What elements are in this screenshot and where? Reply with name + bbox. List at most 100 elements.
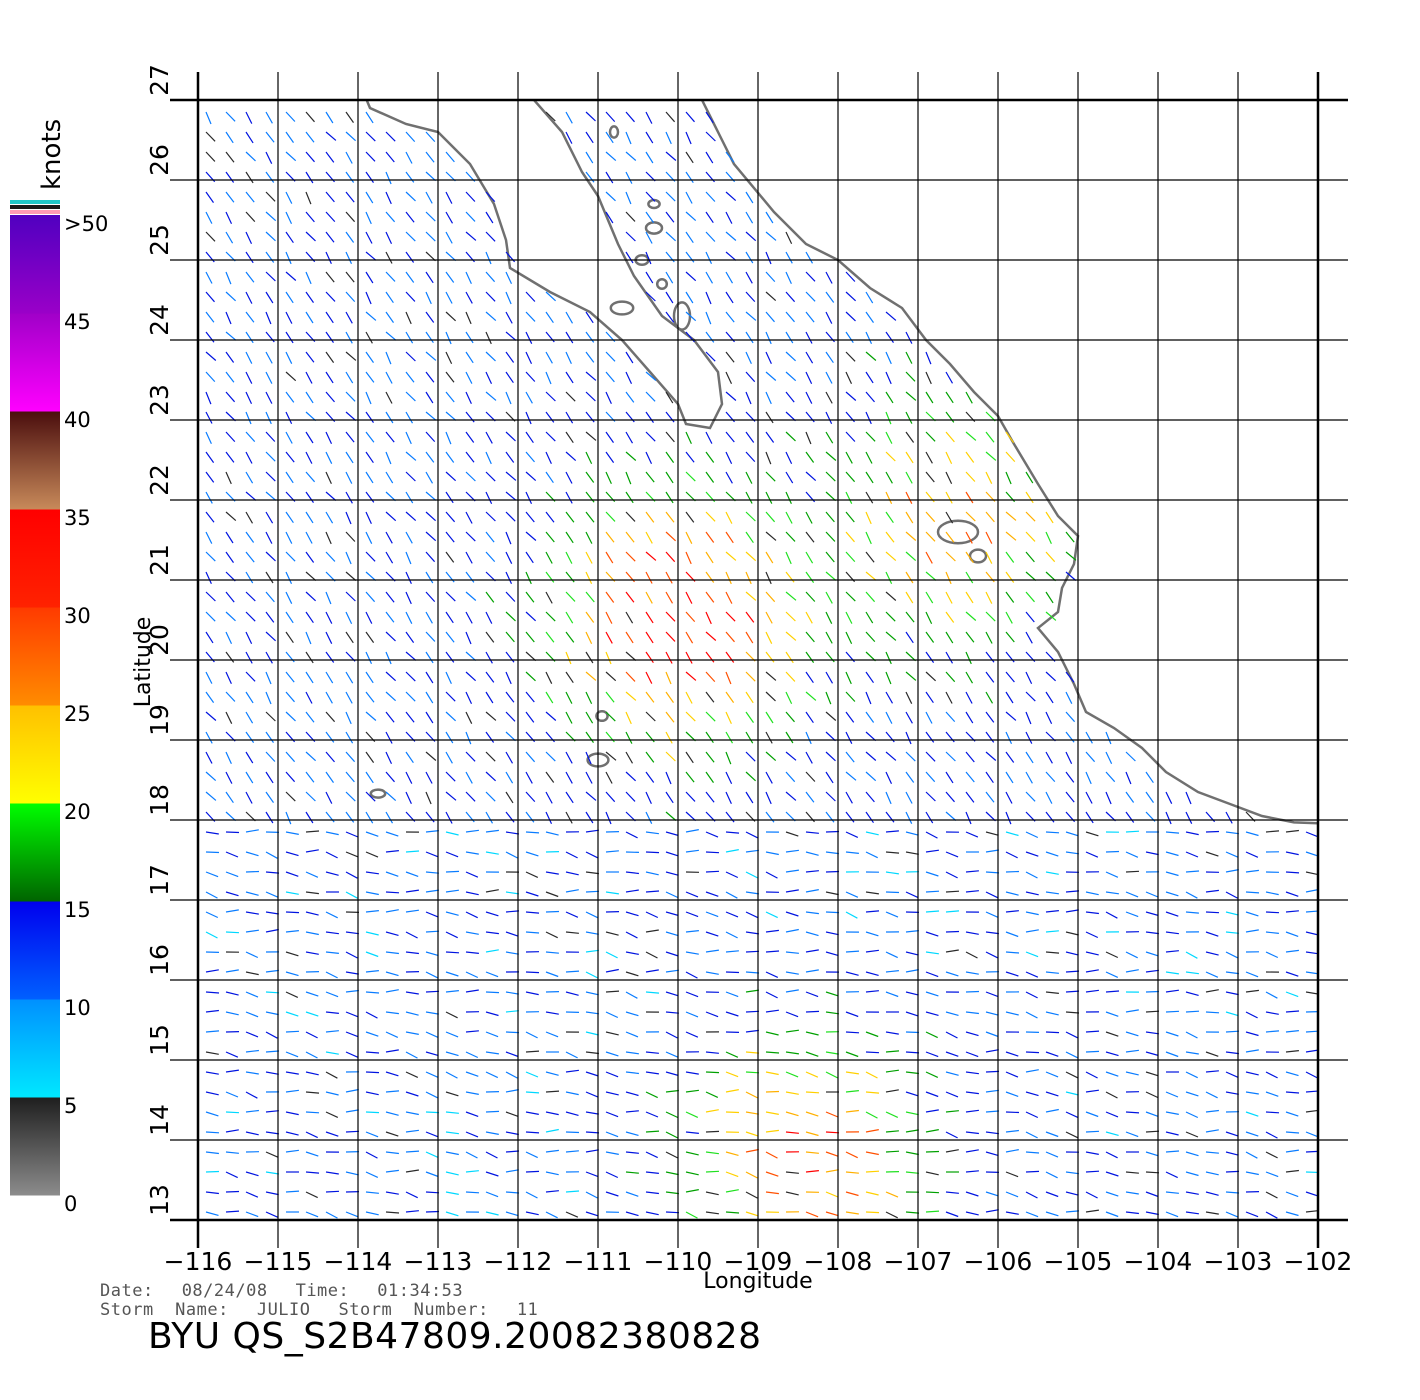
- wind-vector: [705, 931, 719, 937]
- wind-vector: [725, 1089, 739, 1093]
- wind-vector: [1025, 929, 1039, 933]
- wind-vector: [225, 151, 235, 163]
- wind-vector: [885, 371, 892, 385]
- wind-vector: [745, 791, 754, 804]
- wind-vector: [365, 491, 375, 503]
- wind-vector: [1265, 830, 1280, 833]
- wind-vector: [205, 969, 219, 973]
- wind-vector: [985, 671, 995, 683]
- wind-vector: [425, 571, 434, 584]
- wind-vector: [205, 551, 216, 562]
- wind-vector: [625, 1091, 639, 1097]
- wind-vector: [1145, 1031, 1159, 1035]
- wind-vector: [485, 1171, 499, 1177]
- wind-vector: [885, 331, 894, 343]
- wind-vector: [285, 1190, 300, 1193]
- island: [655, 277, 669, 291]
- wind-vector: [585, 451, 593, 464]
- wind-vector: [245, 1011, 259, 1018]
- wind-vector: [1025, 691, 1036, 702]
- wind-vector: [625, 889, 639, 893]
- wind-vector: [1025, 1211, 1039, 1218]
- wind-vector: [1245, 1011, 1258, 1019]
- wind-vector: [825, 951, 839, 957]
- wind-vector: [925, 1011, 939, 1016]
- wind-vector: [1245, 1131, 1259, 1137]
- wind-vector: [1085, 1111, 1099, 1118]
- wind-vector: [805, 371, 813, 384]
- wind-vector: [325, 151, 335, 163]
- wind-vector: [565, 651, 572, 665]
- wind-vector: [645, 671, 653, 684]
- wind-vector: [305, 391, 314, 404]
- wind-vector: [1005, 611, 1013, 624]
- wind-vector: [1045, 1071, 1059, 1078]
- wind-vector: [425, 251, 436, 262]
- wind-vector: [325, 1091, 339, 1096]
- wind-vector: [725, 1111, 740, 1114]
- wind-vector: [865, 591, 876, 603]
- wind-vector: [325, 831, 339, 836]
- wind-vector: [625, 711, 632, 725]
- wind-vector: [1025, 1191, 1038, 1199]
- wind-vector: [1265, 1191, 1278, 1199]
- wind-vector: [285, 331, 294, 344]
- wind-vector: [405, 571, 412, 585]
- wind-vector: [985, 731, 995, 743]
- wind-vector: [445, 651, 455, 663]
- wind-vector: [725, 911, 739, 918]
- wind-vector: [425, 911, 439, 918]
- wind-vector: [445, 351, 453, 364]
- wind-vector: [385, 171, 392, 185]
- wind-vector: [1005, 870, 1020, 873]
- wind-vector: [1065, 751, 1073, 764]
- wind-vector: [545, 871, 559, 875]
- wind-vector: [1225, 1211, 1239, 1218]
- wind-vector: [705, 611, 712, 625]
- wind-vector: [725, 791, 732, 805]
- wind-vector: [1305, 851, 1318, 857]
- wind-vector: [325, 311, 334, 324]
- wind-vector: [1045, 891, 1059, 895]
- island: [595, 709, 609, 723]
- wind-vector: [465, 291, 473, 304]
- wind-vector: [505, 951, 519, 955]
- wind-vector: [845, 691, 856, 702]
- wind-vector: [425, 1111, 440, 1114]
- wind-vector: [1185, 851, 1199, 858]
- colorbar-overflow-strip: [10, 200, 60, 204]
- wind-vector: [505, 1111, 519, 1117]
- wind-vector: [1145, 990, 1160, 993]
- wind-vector: [465, 1071, 479, 1077]
- wind-vector: [825, 531, 836, 542]
- wind-vector: [805, 431, 812, 445]
- wind-vector: [505, 371, 514, 384]
- wind-vector: [285, 771, 296, 783]
- wind-vector: [445, 711, 457, 722]
- wind-vector: [425, 830, 439, 833]
- wind-vector: [345, 711, 352, 725]
- wind-vector: [505, 1191, 520, 1194]
- wind-vector: [1165, 931, 1179, 935]
- wind-vector: [625, 671, 636, 682]
- wind-vector: [1145, 911, 1159, 917]
- wind-vector: [945, 391, 954, 404]
- wind-vector: [565, 511, 575, 523]
- wind-vector: [685, 1031, 699, 1038]
- wind-vector: [485, 231, 496, 242]
- wind-vector: [1205, 1171, 1219, 1176]
- wind-vector: [545, 1031, 559, 1038]
- wind-vector: [985, 1049, 999, 1053]
- wind-vector: [345, 431, 355, 443]
- wind-vector: [1245, 1091, 1259, 1095]
- wind-vector: [985, 631, 993, 644]
- wind-vector: [1045, 671, 1057, 682]
- wind-vector: [605, 711, 616, 722]
- wind-vector: [625, 691, 637, 701]
- wind-vector: [965, 1051, 979, 1058]
- wind-vector: [765, 411, 774, 424]
- wind-vector: [645, 251, 652, 265]
- wind-vector: [205, 931, 218, 939]
- wind-vector: [205, 611, 216, 622]
- wind-vector: [945, 591, 953, 604]
